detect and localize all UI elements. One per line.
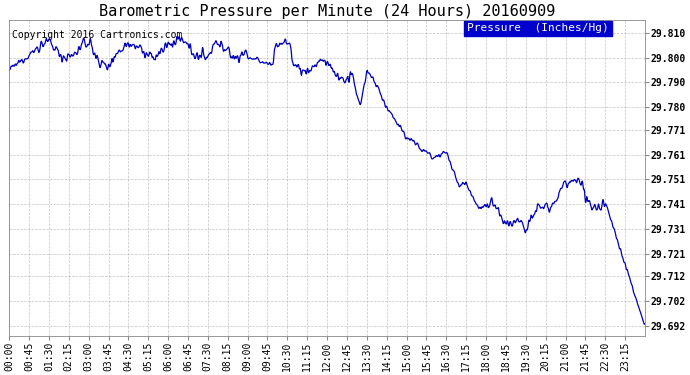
Title: Barometric Pressure per Minute (24 Hours) 20160909: Barometric Pressure per Minute (24 Hours… — [99, 4, 555, 19]
Text: Pressure  (Inches/Hg): Pressure (Inches/Hg) — [467, 24, 609, 33]
Text: Copyright 2016 Cartronics.com: Copyright 2016 Cartronics.com — [12, 30, 183, 40]
